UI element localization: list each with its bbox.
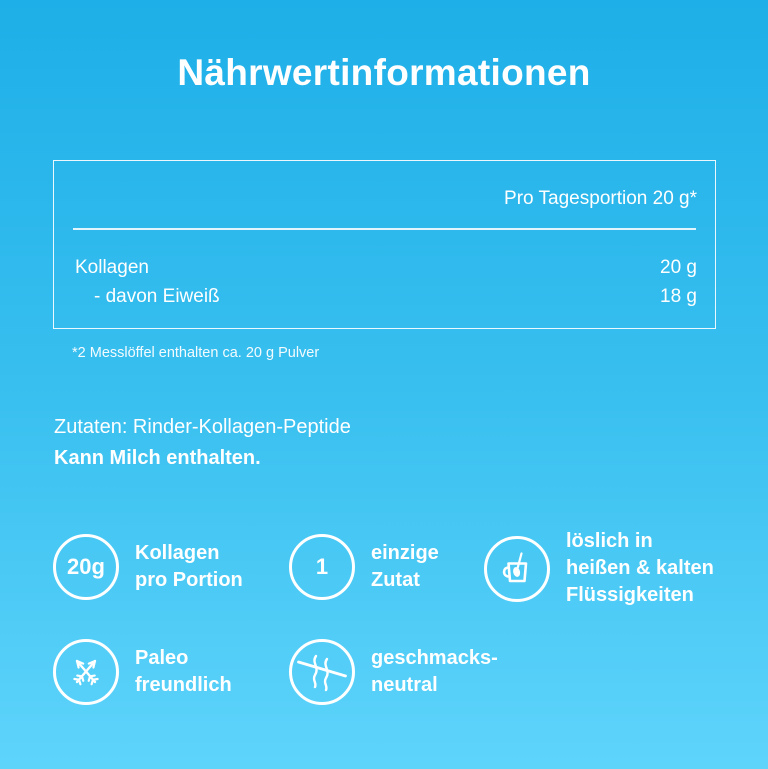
- table-row: Kollagen 20 g: [75, 253, 697, 282]
- feature-label: Kollagen pro Portion: [135, 542, 243, 591]
- nutrition-table: Pro Tagesportion 20 g* Kollagen 20 g - d…: [53, 160, 716, 329]
- cup-spoon-icon: [484, 535, 550, 602]
- badge-1-text: 1: [315, 554, 329, 579]
- feature-einzige-zutat: 1 einzige Zutat: [289, 534, 439, 600]
- row-value-eiweiss: 18 g: [660, 285, 697, 307]
- table-rows: Kollagen 20 g - davon Eiweiß 18 g: [54, 230, 715, 311]
- badge-20g-icon: 20g: [53, 534, 119, 600]
- row-label-eiweiss: - davon Eiweiß: [94, 285, 220, 307]
- no-taste-icon: [289, 639, 355, 705]
- feature-loeslich: löslich in heißen & kalten Flüssigkeiten: [484, 528, 714, 609]
- badge-1-icon: 1: [289, 534, 355, 600]
- row-value-kollagen: 20 g: [660, 256, 697, 278]
- allergen-line: Kann Milch enthalten.: [54, 447, 261, 469]
- feature-label: einzige Zutat: [371, 542, 439, 591]
- feature-geschmacksneutral: geschmacks- neutral: [289, 639, 498, 705]
- feature-label: geschmacks- neutral: [371, 647, 498, 696]
- table-footnote: *2 Messlöffel enthalten ca. 20 g Pulver: [72, 345, 320, 361]
- page-title: Nährwertinformationen: [177, 52, 591, 93]
- feature-kollagen-pro-portion: 20g Kollagen pro Portion: [53, 534, 243, 600]
- table-row: - davon Eiweiß 18 g: [75, 282, 697, 311]
- table-header: Pro Tagesportion 20 g*: [504, 188, 697, 209]
- ingredients-line: Zutaten: Rinder-Kollagen-Peptide: [54, 416, 351, 438]
- feature-label: löslich in heißen & kalten Flüssigkeiten: [566, 530, 714, 606]
- feature-paleo: Paleo freundlich: [53, 639, 232, 705]
- badge-20g-text: 20g: [67, 554, 105, 579]
- crossed-arrows-icon: [53, 639, 119, 705]
- feature-label: Paleo freundlich: [135, 647, 232, 696]
- ingredients-section: Zutaten: Rinder-Kollagen-Peptide Kann Mi…: [54, 412, 351, 474]
- row-label-kollagen: Kollagen: [75, 256, 149, 278]
- table-divider: [73, 228, 696, 230]
